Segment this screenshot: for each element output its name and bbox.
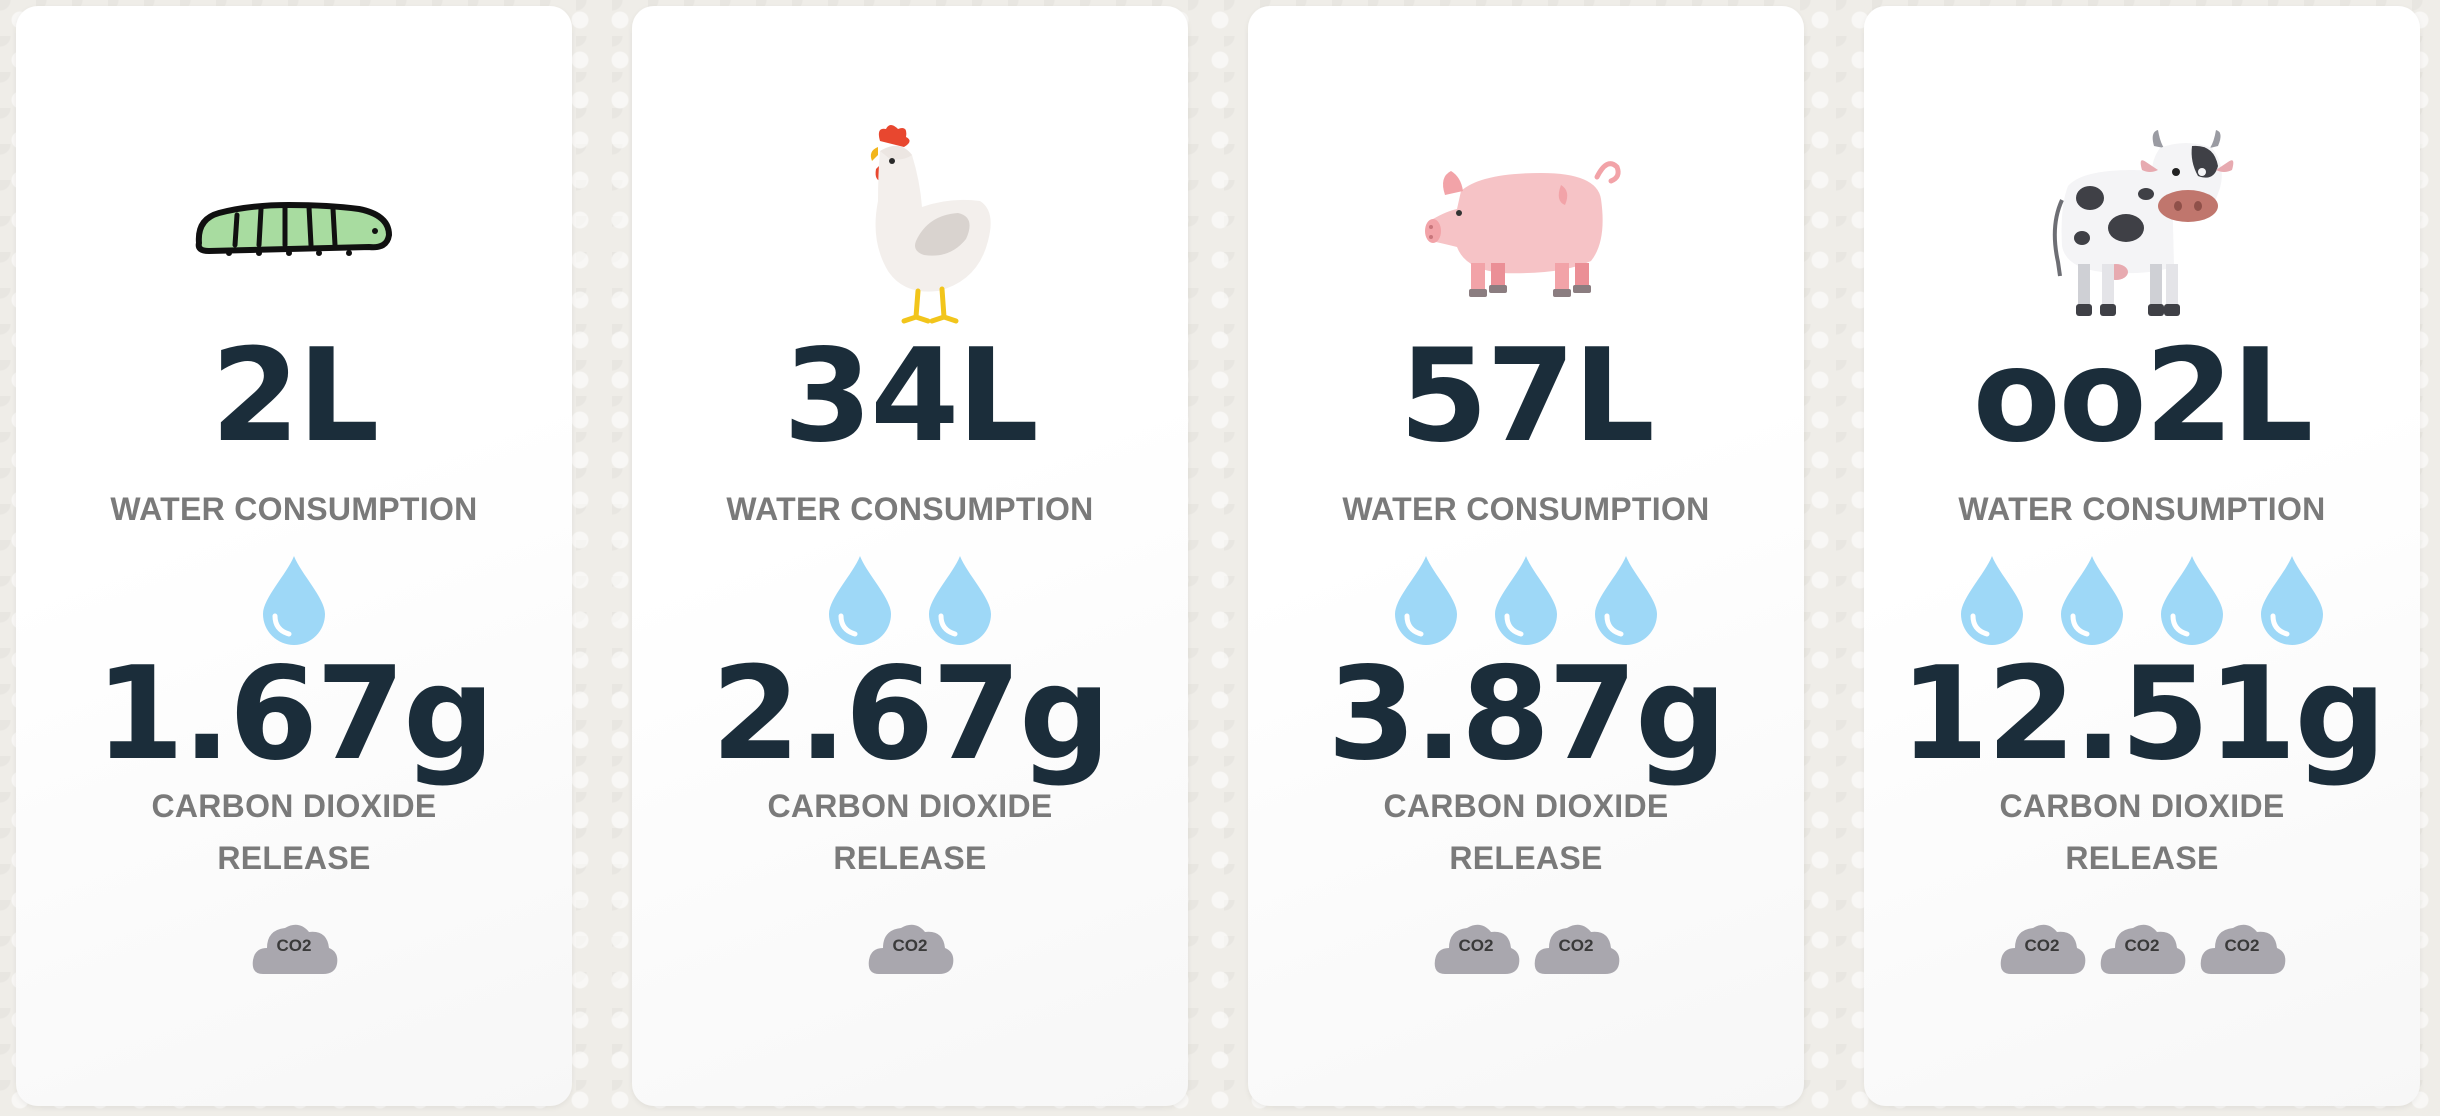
co2-cloud-text: CO2 — [2024, 936, 2060, 955]
co2-clouds: CO2 — [16, 916, 572, 980]
water-drop-icon — [263, 556, 325, 645]
water-label: WATER CONSUMPTION — [1958, 491, 2326, 527]
co2-value: 3.87g — [1327, 640, 1726, 789]
co2-value: 2.67g — [711, 640, 1110, 789]
co2-cloud-icon: CO2 — [1997, 916, 2087, 980]
water-drop-icon — [929, 556, 991, 645]
co2-value: 12.51g — [1899, 640, 2387, 789]
water-label: WATER CONSUMPTION — [110, 491, 478, 527]
water-value: oo2L — [1972, 322, 2314, 471]
water-drop-icon — [1961, 556, 2023, 645]
water-drop-icon — [2261, 556, 2323, 645]
water-drops — [1864, 554, 2420, 646]
chicken-icon — [632, 116, 1188, 336]
cow-icon — [1864, 116, 2420, 336]
water-drops — [16, 554, 572, 646]
co2-cloud-text: CO2 — [892, 936, 928, 955]
water-drop-icon — [1595, 556, 1657, 645]
co2-value: 1.67g — [95, 640, 494, 789]
water-drop-icon — [829, 556, 891, 645]
co2-label: CARBON DIOXIDE RELEASE — [1383, 788, 1669, 876]
co2-cloud-icon: CO2 — [2097, 916, 2187, 980]
water-drops — [632, 554, 1188, 646]
co2-clouds: CO2 — [632, 916, 1188, 980]
co2-cloud-icon: CO2 — [249, 916, 339, 980]
card-cow: oo2L WATER CONSUMPTION 12.51g CARBON DIO… — [1864, 6, 2420, 1106]
co2-cloud-icon: CO2 — [1431, 916, 1521, 980]
co2-cloud-icon: CO2 — [865, 916, 955, 980]
water-drop-icon — [2161, 556, 2223, 645]
co2-cloud-icon: CO2 — [1531, 916, 1621, 980]
co2-clouds: CO2 CO2 CO2 — [1864, 916, 2420, 980]
co2-cloud-icon: CO2 — [2197, 916, 2287, 980]
card-pig: 57L WATER CONSUMPTION 3.87g CARBON DIOXI… — [1248, 6, 1804, 1106]
co2-clouds: CO2 CO2 — [1248, 916, 1804, 980]
water-label: WATER CONSUMPTION — [726, 491, 1094, 527]
co2-label: CARBON DIOXIDE RELEASE — [1999, 788, 2285, 876]
co2-cloud-text: CO2 — [1458, 936, 1494, 955]
co2-label: CARBON DIOXIDE RELEASE — [767, 788, 1053, 876]
card-chicken: 34L WATER CONSUMPTION 2.67g CARBON DIOXI… — [632, 6, 1188, 1106]
co2-cloud-text: CO2 — [2224, 936, 2260, 955]
water-value: 2L — [210, 322, 380, 471]
water-drop-icon — [1395, 556, 1457, 645]
water-label: WATER CONSUMPTION — [1342, 491, 1710, 527]
co2-label: CARBON DIOXIDE RELEASE — [151, 788, 437, 876]
water-value: 57L — [1399, 322, 1655, 471]
water-drop-icon — [2061, 556, 2123, 645]
pig-icon — [1248, 116, 1804, 336]
water-drops — [1248, 554, 1804, 646]
co2-cloud-text: CO2 — [1558, 936, 1594, 955]
water-value: 34L — [783, 322, 1039, 471]
co2-cloud-text: CO2 — [2124, 936, 2160, 955]
caterpillar-icon — [16, 116, 572, 336]
co2-cloud-text: CO2 — [276, 936, 312, 955]
card-caterpillar: 2L WATER CONSUMPTION 1.67g CARBON DIOXID… — [16, 6, 572, 1106]
water-drop-icon — [1495, 556, 1557, 645]
